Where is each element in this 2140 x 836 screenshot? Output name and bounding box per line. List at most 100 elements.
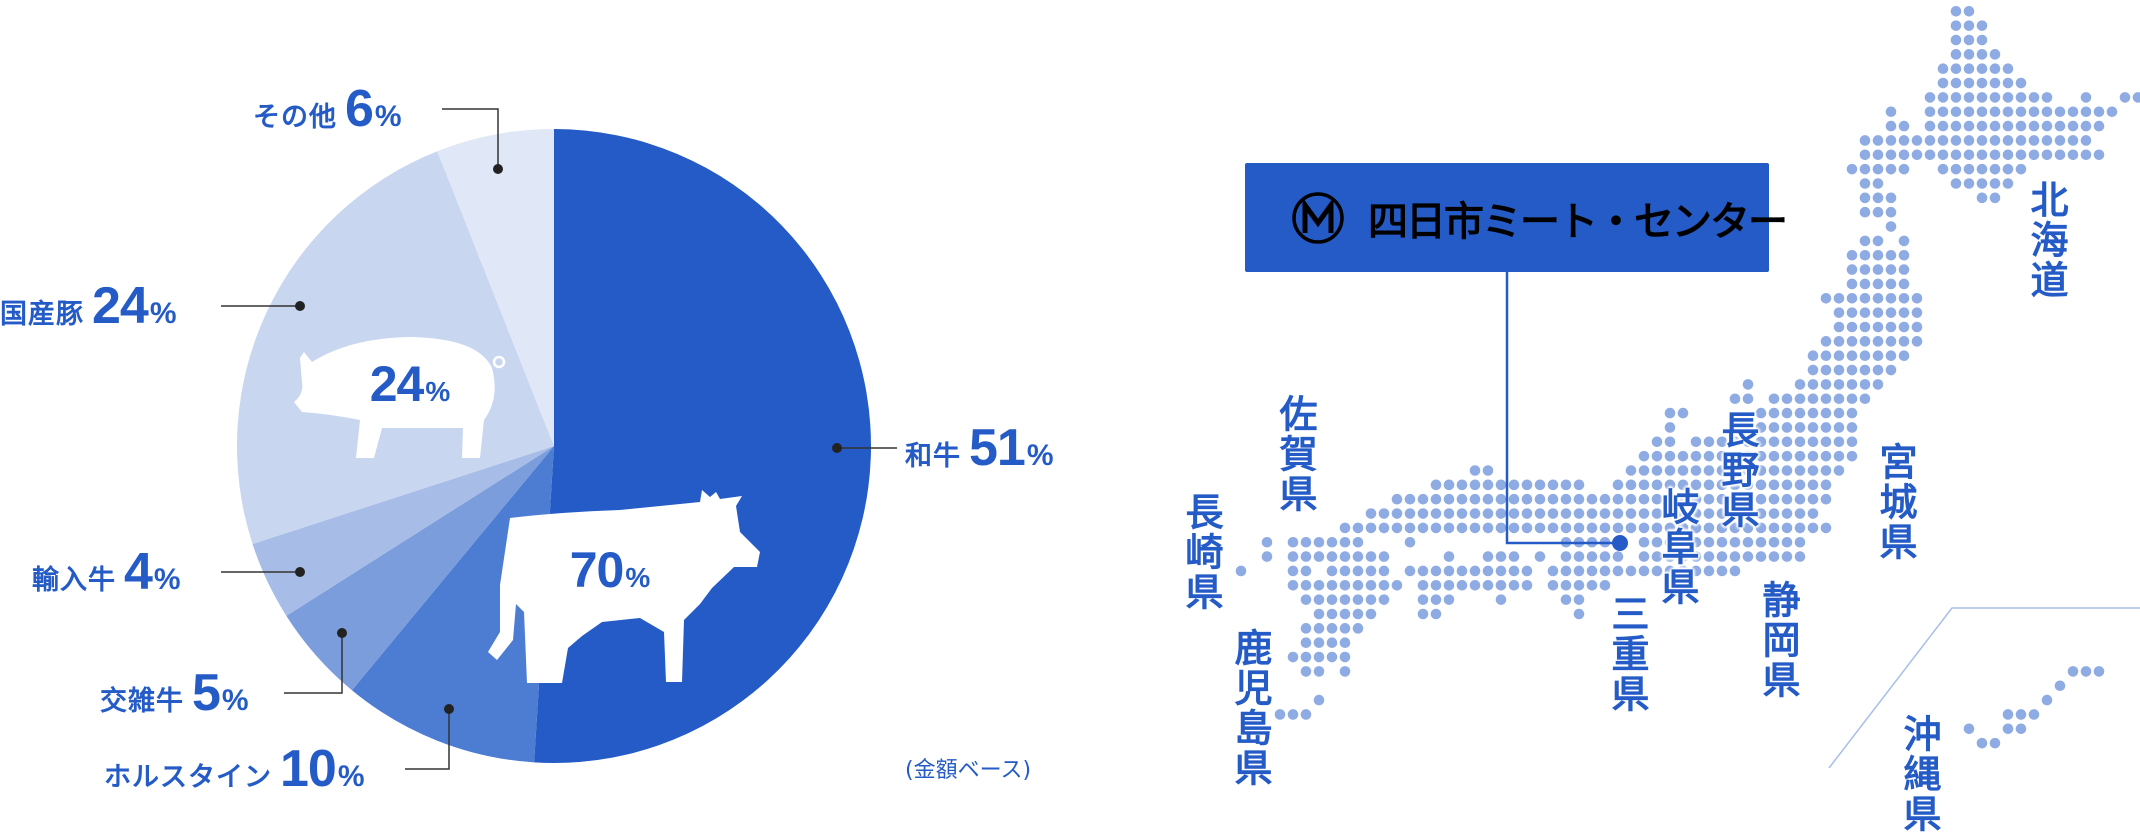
map-dot bbox=[1716, 436, 1728, 448]
map-dot bbox=[1963, 120, 1975, 132]
map-dot bbox=[1352, 608, 1364, 620]
map-dot bbox=[1885, 106, 1897, 118]
map-dot bbox=[1937, 92, 1949, 103]
map-dot bbox=[1729, 536, 1741, 548]
map-dot bbox=[1456, 493, 1468, 505]
map-dot bbox=[1872, 163, 1884, 175]
map-dot bbox=[1885, 321, 1897, 333]
pie-slice bbox=[437, 129, 554, 446]
map-dot bbox=[2002, 63, 2014, 74]
slice-label: ホルスタイン bbox=[104, 762, 272, 793]
map-dot bbox=[1924, 106, 1936, 118]
map-dot bbox=[1846, 264, 1858, 275]
map-dot bbox=[1794, 522, 1806, 534]
map-dot bbox=[1846, 336, 1858, 347]
map-dot bbox=[1872, 178, 1884, 189]
map-dot bbox=[1625, 465, 1637, 476]
map-dot bbox=[1950, 49, 1962, 60]
map-dot bbox=[1794, 551, 1806, 562]
map-dot bbox=[1677, 407, 1689, 419]
map-dot bbox=[1612, 551, 1624, 562]
map-dot bbox=[1872, 192, 1884, 204]
map-dot bbox=[1495, 522, 1507, 534]
map-dot bbox=[1846, 407, 1858, 419]
map-dot bbox=[1326, 536, 1338, 548]
map-dot bbox=[1859, 192, 1871, 204]
map-dot bbox=[1287, 536, 1299, 548]
map-dot bbox=[1755, 436, 1767, 448]
map-dot bbox=[1469, 479, 1481, 491]
map-dot bbox=[2054, 680, 2066, 692]
map-dot bbox=[1508, 508, 1520, 519]
leader-line-other bbox=[442, 108, 499, 169]
map-dot bbox=[1560, 551, 1572, 562]
map-dot bbox=[1690, 465, 1702, 476]
map-dot bbox=[1794, 465, 1806, 476]
map-dot bbox=[1378, 580, 1390, 591]
map-dot bbox=[1365, 594, 1377, 605]
map-dot bbox=[2041, 149, 2053, 161]
map-dot bbox=[1573, 580, 1585, 591]
map-dot bbox=[1872, 235, 1884, 247]
map-dot bbox=[1638, 479, 1650, 491]
map-dot bbox=[1716, 522, 1728, 534]
map-dot bbox=[1547, 479, 1559, 491]
map-dot bbox=[1417, 594, 1429, 605]
map-dot bbox=[1807, 350, 1819, 362]
map-dot bbox=[1469, 565, 1481, 577]
map-dot bbox=[1638, 536, 1650, 548]
map-dot bbox=[1430, 594, 1442, 605]
map-dot bbox=[1911, 307, 1923, 318]
map-dot bbox=[1989, 77, 2001, 89]
map-dot bbox=[1898, 293, 1910, 304]
map-dot bbox=[1261, 551, 1273, 562]
map-dot bbox=[1443, 565, 1455, 577]
map-dot bbox=[1326, 551, 1338, 562]
map-dot bbox=[1963, 92, 1975, 103]
map-dot bbox=[1820, 407, 1832, 419]
map-dot bbox=[1300, 637, 1312, 648]
map-dot bbox=[1378, 522, 1390, 534]
map-dot bbox=[1469, 493, 1481, 505]
map-dot bbox=[1898, 135, 1910, 146]
map-dot bbox=[1651, 493, 1663, 505]
map-dot bbox=[1898, 264, 1910, 275]
map-dot bbox=[1378, 508, 1390, 519]
pie-slice bbox=[351, 446, 554, 763]
map-dot bbox=[1794, 508, 1806, 519]
map-dot bbox=[1885, 293, 1897, 304]
slice-label: その他 bbox=[253, 102, 337, 133]
map-dot bbox=[1820, 493, 1832, 505]
map-dot bbox=[1872, 149, 1884, 161]
map-dot bbox=[1820, 293, 1832, 304]
slice-value: 4 bbox=[124, 543, 153, 601]
map-dot bbox=[1846, 364, 1858, 376]
map-dot bbox=[1820, 393, 1832, 405]
map-dot bbox=[1898, 163, 1910, 175]
map-dot bbox=[1573, 522, 1585, 534]
okinawa-divider bbox=[1828, 607, 2140, 769]
map-dot bbox=[1781, 479, 1793, 491]
map-dot bbox=[2054, 120, 2066, 132]
map-dot bbox=[1781, 436, 1793, 448]
map-dot bbox=[2002, 723, 2014, 735]
label-imported-beef: 輸入牛 4% bbox=[32, 542, 181, 602]
map-dot bbox=[1300, 565, 1312, 577]
map-dot bbox=[1339, 623, 1351, 634]
map-dot bbox=[1846, 350, 1858, 362]
map-dot bbox=[2119, 92, 2131, 103]
map-dot bbox=[1651, 436, 1663, 448]
map-dot bbox=[1482, 551, 1494, 562]
map-dot bbox=[1300, 709, 1312, 720]
map-dot bbox=[1794, 450, 1806, 462]
map-dot bbox=[1339, 651, 1351, 663]
pref-mie: 三重県 bbox=[1605, 594, 1649, 714]
map-dot bbox=[1690, 450, 1702, 462]
map-dot bbox=[1963, 77, 1975, 89]
map-dot bbox=[1573, 479, 1585, 491]
map-dot bbox=[1768, 536, 1780, 548]
basis-note: (金額ベース) bbox=[905, 758, 1032, 783]
map-dot bbox=[1898, 307, 1910, 318]
pref-kagoshima: 鹿児島県 bbox=[1228, 628, 1272, 788]
